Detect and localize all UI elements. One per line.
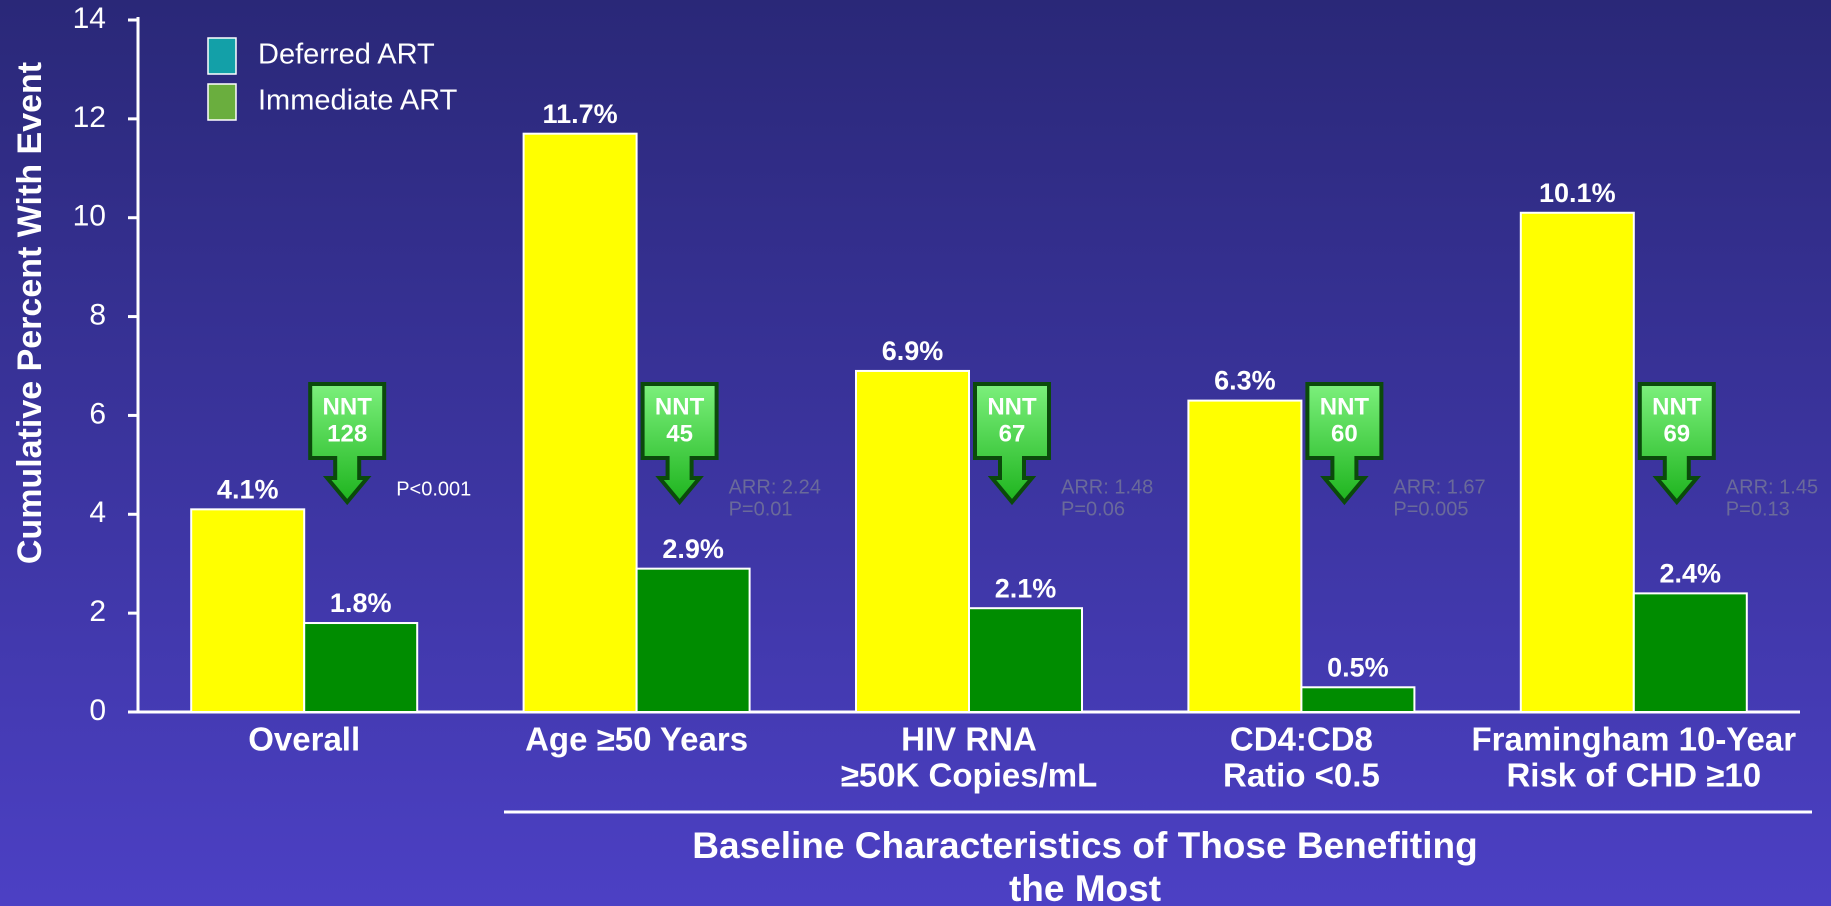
y-tick-label: 2 [89,595,106,628]
value-label: 6.3% [1214,366,1276,396]
y-tick-label: 0 [89,694,106,727]
nnt-label: NNT [1652,393,1702,420]
value-label: 2.1% [995,573,1057,603]
x-tick-label: Age ≥50 Years [525,721,748,758]
nnt-label: NNT [323,393,373,420]
x-tick-label: Framingham 10-Year [1471,721,1796,758]
y-tick-label: 14 [73,2,106,35]
value-label: 2.9% [662,534,724,564]
nnt-callout [640,382,719,506]
p-note: ARR: 1.48 [1061,476,1153,498]
bar [190,508,306,714]
nnt-label: 128 [327,420,367,447]
y-tick-label: 6 [89,397,106,430]
bar [635,567,751,714]
y-tick-label: 8 [89,298,106,331]
value-label: 6.9% [882,336,944,366]
bracket-label: Baseline Characteristics of Those Benefi… [692,825,1477,866]
x-tick-label: CD4:CD8 [1230,721,1373,758]
bar [1519,211,1635,713]
nnt-label: NNT [987,393,1037,420]
value-label: 11.7% [543,99,618,129]
nnt-label: 45 [666,420,693,447]
p-note: P=0.06 [1061,498,1125,520]
p-note: P<0.001 [396,478,471,500]
bar [1187,399,1303,713]
x-tick-label: Overall [248,721,360,758]
x-tick-label: HIV RNA [901,721,1037,758]
legend-label: Immediate ART [258,85,458,117]
p-note: ARR: 2.24 [729,476,821,498]
nnt-label: 67 [999,420,1026,447]
legend-swatch [207,83,237,121]
value-label: 0.5% [1327,652,1389,682]
p-note: P=0.13 [1726,498,1790,520]
value-label: 4.1% [217,474,279,504]
value-label: 10.1% [1539,178,1616,208]
nnt-label: NNT [1320,393,1370,420]
p-note: P=0.01 [729,498,793,520]
legend-label: Deferred ART [258,39,435,71]
y-axis-label: Cumulative Percent With Event [11,62,49,564]
bar [968,607,1083,714]
p-note: ARR: 1.45 [1726,476,1818,498]
bar [522,132,638,713]
bar [855,369,970,713]
p-note: P=0.005 [1393,498,1468,520]
value-label: 1.8% [330,588,392,618]
y-tick-label: 12 [73,101,106,134]
nnt-callout [1637,382,1716,506]
nnt-callout [973,382,1051,506]
x-tick-label: ≥50K Copies/mL [841,757,1098,794]
nnt-callout [308,382,387,506]
nnt-label: 60 [1331,420,1358,447]
y-tick-label: 10 [73,200,106,233]
bracket-label: the Most [1009,868,1161,906]
value-label: 2.4% [1660,558,1722,588]
x-tick-label: Ratio <0.5 [1223,757,1380,794]
bar [1632,592,1748,713]
p-note: ARR: 1.67 [1393,476,1485,498]
nnt-callout [1305,382,1384,506]
nnt-label: 69 [1663,420,1690,447]
y-tick-label: 4 [89,496,106,529]
bar [303,622,419,713]
bar [1300,686,1416,713]
legend-swatch [207,37,237,75]
nnt-label: NNT [655,393,705,420]
x-tick-label: Risk of CHD ≥10 [1506,757,1761,794]
